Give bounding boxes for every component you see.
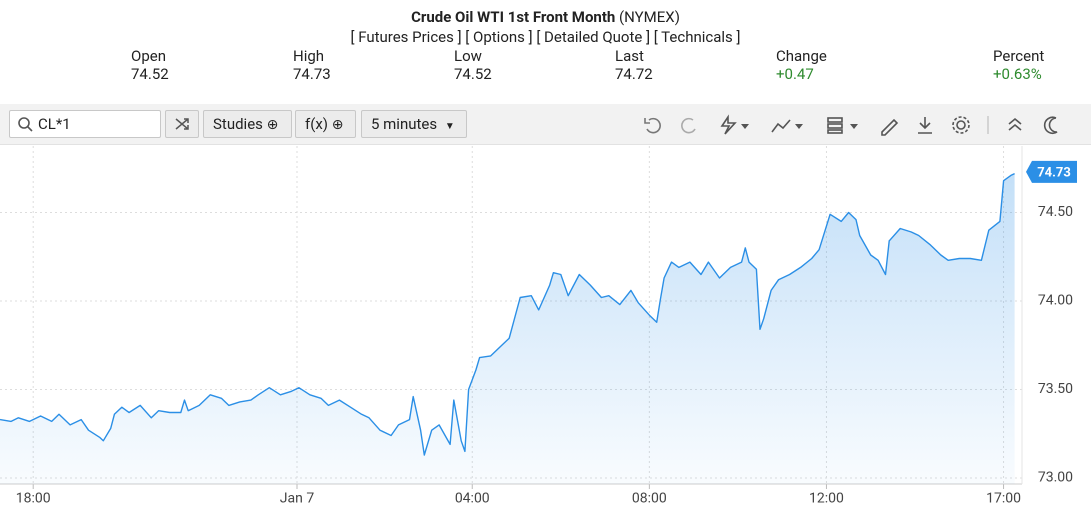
quote-label: Last xyxy=(615,47,644,65)
collapse[interactable] xyxy=(1008,117,1022,131)
link[interactable]: Technicals xyxy=(661,28,733,46)
y-tick-label: 73.50 xyxy=(1038,381,1073,397)
quote-label: High xyxy=(293,47,325,65)
studies-label: Studies xyxy=(213,115,263,133)
toolbar: CL*1 Studies ⊕ f(x) ⊕ 5 minutes ▼ xyxy=(0,104,1091,145)
x-tick-label: Jan 7 xyxy=(280,491,315,507)
price-tag xyxy=(1026,160,1077,183)
studies-button[interactable]: Studies ⊕ xyxy=(203,110,292,138)
quote-value: 74.52 xyxy=(454,65,492,83)
y-tick-label: 74.00 xyxy=(1038,293,1073,309)
search-icon xyxy=(18,117,33,132)
price-line xyxy=(0,172,1015,456)
quote-value: 74.73 xyxy=(293,65,331,83)
x-tick-label: 17:00 xyxy=(986,491,1021,507)
layout[interactable] xyxy=(827,117,843,123)
quote-value: 74.72 xyxy=(615,65,653,83)
interval-select[interactable]: 5 minutes ▼ xyxy=(361,110,467,138)
quote-value: 74.52 xyxy=(131,65,169,83)
symbol: CL*1 xyxy=(38,115,71,133)
x-tick-label: 08:00 xyxy=(632,491,667,507)
fx-label: f(x) xyxy=(305,115,329,133)
title: Crude Oil WTI 1st Front Month (NYMEX) xyxy=(0,8,1091,26)
x-tick-label: 04:00 xyxy=(455,491,490,507)
y-tick-label: 74.50 xyxy=(1038,204,1073,220)
undo-arrow xyxy=(644,118,650,124)
quote-value: +0.63% xyxy=(993,65,1042,83)
links: [ Futures Prices ] [ Options ] [ Detaile… xyxy=(350,28,741,46)
compare-button[interactable] xyxy=(165,110,199,138)
fx-button[interactable]: f(x) ⊕ xyxy=(295,110,356,138)
quote-label: Low xyxy=(454,47,482,65)
link[interactable]: Detailed Quote xyxy=(544,28,643,46)
exchange: (NYMEX) xyxy=(619,8,680,26)
x-tick-label: 18:00 xyxy=(16,491,51,507)
toolbar-icons xyxy=(644,114,1058,136)
symbol-search[interactable]: CL*1 xyxy=(9,110,161,138)
redo[interactable] xyxy=(681,117,696,134)
quote-label: Open xyxy=(131,47,166,65)
draw-tools[interactable] xyxy=(720,114,737,135)
quote-label: Change xyxy=(776,47,827,65)
pencil[interactable] xyxy=(881,118,899,136)
title-text: Crude Oil WTI 1st Front Month xyxy=(411,8,616,26)
price-tag-label: 74.73 xyxy=(1037,165,1071,180)
x-tick-label: 12:00 xyxy=(809,491,844,507)
undo[interactable] xyxy=(646,117,661,134)
theme[interactable] xyxy=(1043,116,1058,135)
y-tick-label: 73.00 xyxy=(1038,470,1073,486)
interval-label: 5 minutes xyxy=(371,115,438,133)
shuffle-icon xyxy=(175,118,189,130)
link[interactable]: Options xyxy=(473,28,525,46)
link[interactable]: Futures Prices xyxy=(358,28,454,46)
quote-value: +0.47 xyxy=(776,65,814,83)
download[interactable] xyxy=(918,117,932,134)
quote-label: Percent xyxy=(993,47,1045,65)
area xyxy=(0,173,1015,484)
settings[interactable] xyxy=(956,120,966,130)
chart-type[interactable] xyxy=(771,119,791,133)
